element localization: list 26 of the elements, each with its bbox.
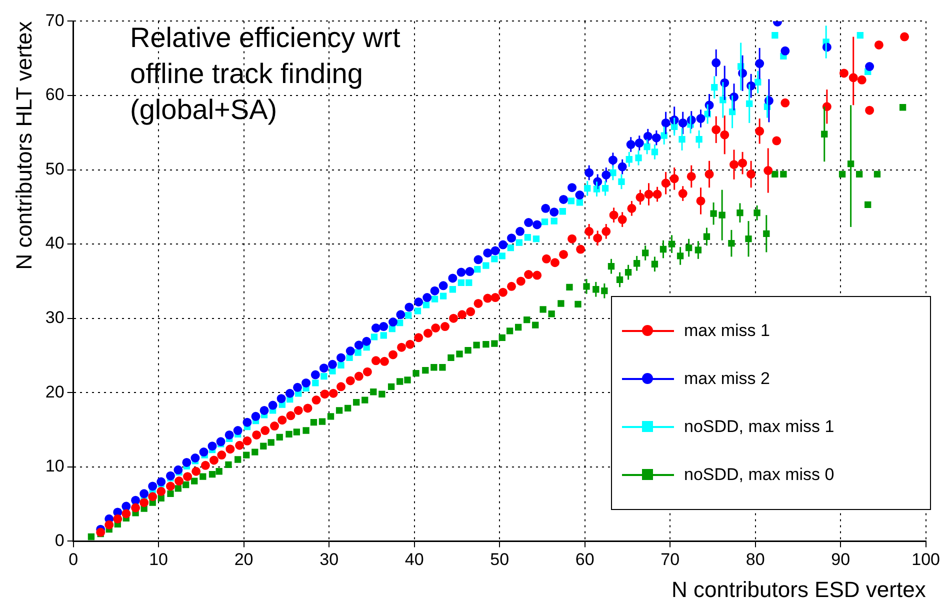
- x-tick-label: 20: [234, 550, 254, 570]
- y-tick-label: 50: [45, 159, 64, 178]
- x-tick-label: 10: [149, 550, 168, 570]
- y-tick-label: 20: [45, 382, 64, 402]
- x-tick-label: 80: [746, 550, 765, 570]
- y-tick-label: 60: [45, 85, 64, 104]
- y-tick-label: 0: [54, 530, 64, 550]
- x-tick-label: 60: [575, 550, 594, 570]
- legend-label: noSDD, max miss 0: [684, 465, 834, 485]
- legend-label: max miss 1: [684, 321, 770, 341]
- y-axis-title: N contributors HLT vertex: [11, 21, 36, 270]
- x-tick-label: 70: [660, 550, 680, 570]
- x-tick-label: 90: [831, 550, 850, 570]
- x-tick-label: 100: [912, 550, 940, 570]
- y-tick-label: 70: [45, 10, 64, 30]
- x-tick-label: 40: [404, 550, 424, 570]
- y-tick-label: 10: [45, 456, 64, 476]
- x-tick-label: 30: [320, 550, 339, 570]
- x-tick-label: 50: [490, 550, 510, 570]
- annotation: Relative efficiency wrt offline track finding (global+SA): [130, 21, 402, 127]
- legend-label: max miss 2: [684, 369, 770, 389]
- y-tick-label: 40: [45, 234, 64, 253]
- x-tick-label: 0: [68, 550, 78, 570]
- legend-label: noSDD, max miss 1: [684, 417, 834, 437]
- y-tick-label: 30: [45, 308, 64, 328]
- x-axis-title: N contributors ESD vertex: [672, 576, 926, 602]
